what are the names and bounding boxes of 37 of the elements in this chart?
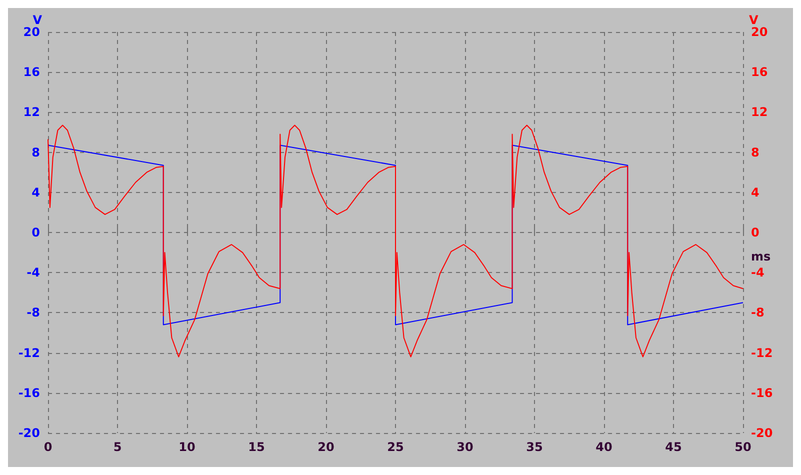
x-tick-label: 50: [734, 440, 752, 454]
x-tick-label: 10: [178, 440, 196, 454]
x-tick-label: 30: [456, 440, 474, 454]
y2-tick-label: 20: [751, 25, 768, 39]
y2-tick-label: 4: [751, 185, 760, 200]
y-tick-label: 4: [32, 185, 40, 200]
y-tick-label: 20: [23, 25, 40, 39]
y2-tick-label: 8: [751, 145, 760, 160]
y2-axis-title: V: [749, 13, 759, 28]
y2-tick-label: 16: [751, 65, 768, 80]
y2-tick-label: 12: [751, 105, 768, 120]
y-tick-label: -4: [26, 266, 40, 280]
x-tick-label: 40: [596, 440, 612, 454]
y-tick-label: -8: [26, 306, 40, 320]
y2-tick-label: -16: [751, 386, 773, 400]
y-tick-label: 0: [32, 226, 40, 240]
x-tick-label: 15: [248, 440, 265, 454]
x-axis-title: ms: [751, 250, 771, 264]
x-tick-label: 0: [44, 440, 52, 454]
y2-tick-label: -20: [751, 426, 773, 440]
x-tick-label: 5: [113, 440, 122, 454]
y2-tick-label: -8: [751, 306, 764, 320]
x-tick-label: 20: [318, 440, 334, 454]
y-tick-label: -12: [18, 346, 40, 360]
x-tick-label: 45: [665, 440, 682, 454]
x-tick-label: 35: [526, 440, 543, 454]
y-axis-title: V: [32, 13, 43, 28]
y-tick-label: 8: [32, 145, 40, 160]
y-tick-label: -16: [18, 386, 40, 400]
y2-tick-label: -4: [751, 266, 764, 280]
y-tick-label: -20: [18, 426, 40, 440]
y2-tick-label: -12: [751, 346, 773, 360]
y-tick-label: 12: [23, 105, 40, 120]
line-series: [48, 124, 744, 358]
y-tick-label: 16: [23, 65, 40, 80]
x-tick-label: 25: [387, 440, 404, 454]
y2-tick-label: 0: [751, 226, 760, 240]
